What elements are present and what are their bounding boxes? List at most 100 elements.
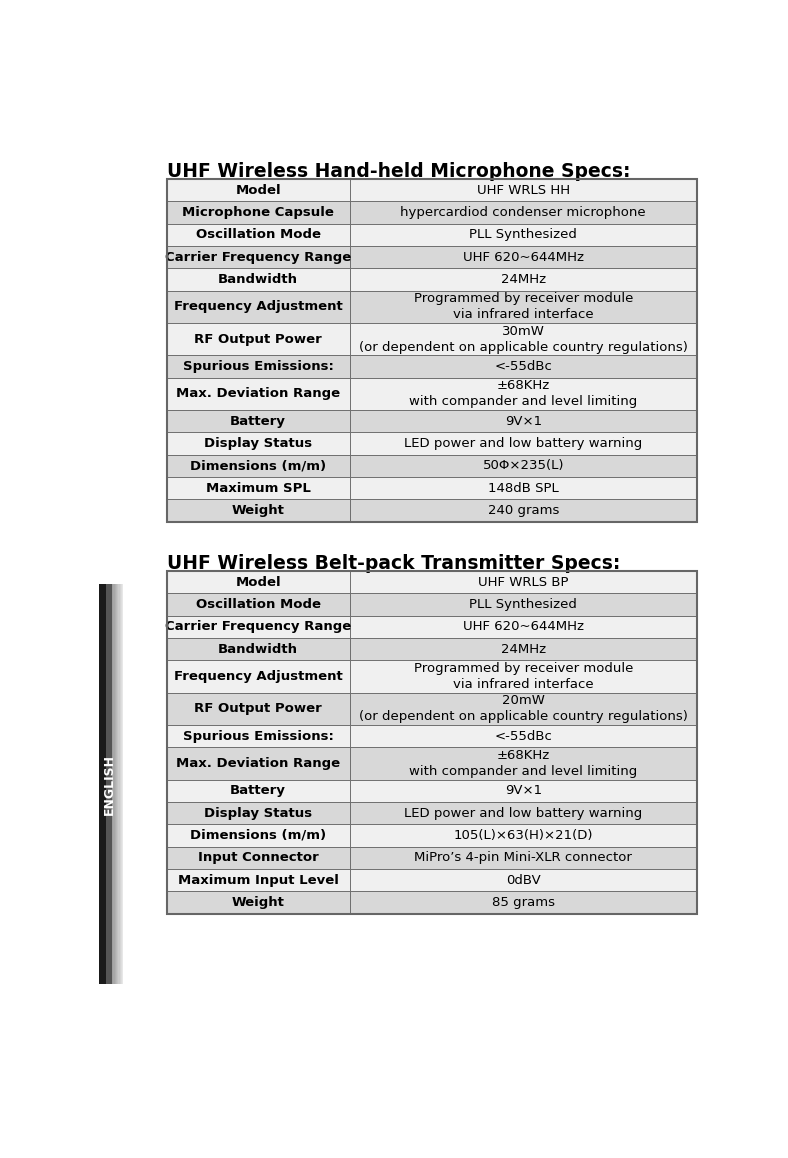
Bar [167,223,350,245]
Text: Battery: Battery [230,784,286,797]
Bar [167,201,350,223]
Bar [98,139,123,1031]
Bar [111,584,112,984]
Text: Input Connector: Input Connector [198,851,318,864]
Text: Battery: Battery [230,415,286,427]
Bar [103,584,105,984]
Bar [350,201,697,223]
Bar [106,584,113,984]
Text: Max. Deviation Range: Max. Deviation Range [176,757,340,770]
Text: ±68KHz
with compander and level limiting: ±68KHz with compander and level limiting [409,749,637,778]
Bar [167,692,350,725]
Bar [102,584,103,984]
Bar [350,802,697,824]
Text: Oscillation Mode: Oscillation Mode [195,228,321,241]
Bar [350,779,697,802]
Text: 30mW
(or dependent on applicable country regulations): 30mW (or dependent on applicable country… [359,324,688,353]
Bar [101,584,102,984]
Bar [350,245,697,269]
Bar [109,584,110,984]
Bar [110,584,111,984]
Bar [167,868,350,892]
Text: UHF Wireless Hand-held Microphone Specs:: UHF Wireless Hand-held Microphone Specs: [167,162,630,181]
Bar [350,868,697,892]
Text: Frequency Adjustment: Frequency Adjustment [174,670,343,683]
Text: 20mW
(or dependent on applicable country regulations): 20mW (or dependent on applicable country… [359,695,688,724]
Text: RF Output Power: RF Output Power [195,332,322,345]
Bar [350,660,697,692]
Text: Model: Model [236,576,281,588]
Bar [167,638,350,660]
Text: RF Output Power: RF Output Power [195,702,322,716]
Text: 9V×1: 9V×1 [504,415,542,427]
Bar [350,378,697,410]
Bar [113,584,114,984]
Text: UHF 620~644MHz: UHF 620~644MHz [463,621,584,633]
Bar [117,584,118,984]
Text: 50Φ×235(L): 50Φ×235(L) [482,460,564,472]
Text: LED power and low battery warning: LED power and low battery warning [404,807,642,820]
Text: Spurious Emissions:: Spurious Emissions: [183,360,333,373]
Bar [350,432,697,455]
Text: Programmed by receiver module
via infrared interface: Programmed by receiver module via infrar… [414,662,633,691]
Text: UHF 620~644MHz: UHF 620~644MHz [463,250,584,264]
Bar [167,846,350,868]
Bar [167,356,350,378]
Bar [350,410,697,432]
Text: 105(L)×63(H)×21(D): 105(L)×63(H)×21(D) [453,829,593,842]
Text: Weight: Weight [232,896,284,909]
Bar [350,455,697,477]
Bar [167,378,350,410]
Bar [350,824,697,846]
Text: Spurious Emissions:: Spurious Emissions: [183,730,333,742]
Bar [167,660,350,692]
Text: Dimensions (m/m): Dimensions (m/m) [190,460,326,472]
Text: ±68KHz
with compander and level limiting: ±68KHz with compander and level limiting [409,380,637,409]
Text: Maximum Input Level: Maximum Input Level [178,873,339,887]
Bar [121,584,122,984]
Text: Carrier Frequency Range: Carrier Frequency Range [165,621,351,633]
Bar [167,593,350,616]
Bar [350,638,697,660]
Bar [98,584,106,984]
Bar [105,584,106,984]
Text: 85 grams: 85 grams [492,896,555,909]
Text: Frequency Adjustment: Frequency Adjustment [174,300,343,314]
Bar [167,571,350,593]
Text: 0dBV: 0dBV [506,873,541,887]
Bar [350,356,697,378]
Bar [350,477,697,499]
Bar [167,323,350,356]
Bar [106,584,107,984]
Text: Oscillation Mode: Oscillation Mode [195,598,321,611]
Text: hypercardiod condenser microphone: hypercardiod condenser microphone [400,206,646,219]
Bar [107,584,109,984]
Text: 24MHz: 24MHz [500,643,546,655]
Text: UHF WRLS BP: UHF WRLS BP [478,576,568,588]
Text: Weight: Weight [232,504,284,516]
Text: 9V×1: 9V×1 [504,784,542,797]
Bar [350,223,697,245]
Bar [167,824,350,846]
Bar [100,584,101,984]
Bar [98,584,100,984]
Bar [167,571,697,914]
Bar [350,616,697,638]
Text: Model: Model [236,184,281,197]
Text: Max. Deviation Range: Max. Deviation Range [176,387,340,401]
Bar [350,747,697,779]
Bar [167,802,350,824]
Text: Display Status: Display Status [204,807,312,820]
Bar [167,455,350,477]
Text: Programmed by receiver module
via infrared interface: Programmed by receiver module via infrar… [414,292,633,321]
Bar [350,593,697,616]
Bar [350,571,697,593]
Bar [167,179,350,201]
Bar [167,747,350,779]
Text: PLL Synthesized: PLL Synthesized [470,228,577,241]
Text: Dimensions (m/m): Dimensions (m/m) [190,829,326,842]
Bar [167,779,350,802]
Text: Display Status: Display Status [204,437,312,450]
Bar [167,499,350,521]
Bar [167,410,350,432]
